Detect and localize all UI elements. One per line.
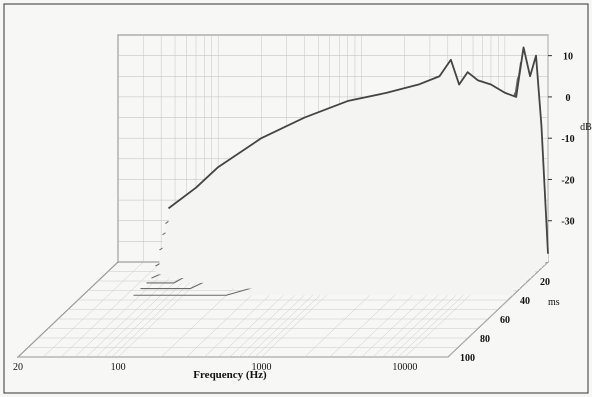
y-tick-label: -30 <box>561 217 574 228</box>
x-axis-label: Frequency (Hz) <box>193 369 267 381</box>
decay-curves <box>133 46 549 296</box>
y-axis-ticks: 10 0 -10 -20 -30 <box>548 52 575 228</box>
z-axis-ticks: 20 40 60 80 100 <box>460 277 550 364</box>
decay-curve <box>167 46 549 254</box>
z-tick-label: 100 <box>460 353 475 364</box>
x-tick-label: 20 <box>13 362 23 373</box>
chart-border <box>3 3 589 394</box>
x-axis-ticks: 20 100 1000 10000 <box>13 362 417 373</box>
x-tick-label: 1000 <box>252 362 272 373</box>
z-tick-label: 80 <box>480 334 490 345</box>
y-tick-label: 10 <box>563 52 573 63</box>
z-axis-label: ms <box>548 297 560 308</box>
x-tick-label: 100 <box>111 362 126 373</box>
z-tick-label: 20 <box>540 277 550 288</box>
decay-fill <box>168 47 548 262</box>
y-tick-label: -10 <box>561 134 574 145</box>
z-tick-label: 60 <box>500 315 510 326</box>
z-tick-label: 40 <box>520 296 530 307</box>
y-tick-label: 0 <box>566 93 571 104</box>
y-axis-label: dB <box>580 122 592 133</box>
x-tick-label: 10000 <box>392 362 417 373</box>
y-tick-label: -20 <box>561 175 574 186</box>
